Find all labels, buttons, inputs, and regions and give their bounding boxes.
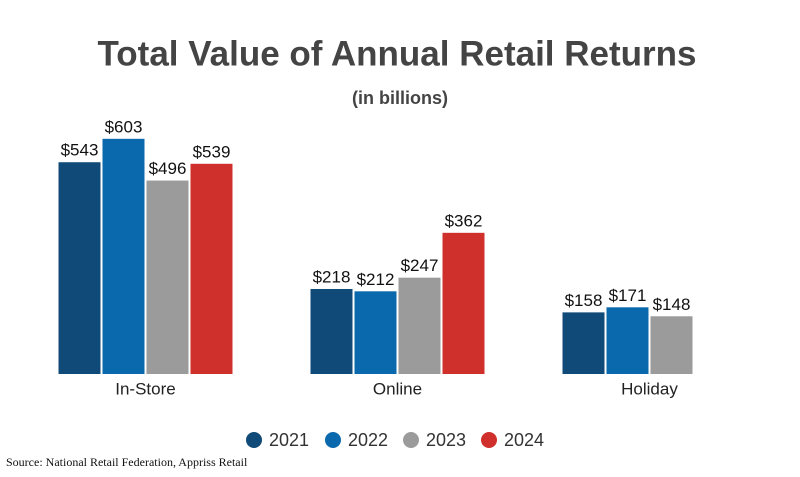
x-tick-label: Holiday <box>621 379 678 398</box>
data-label: $218 <box>313 267 351 286</box>
legend-label: 2023 <box>426 430 466 450</box>
data-label: $171 <box>609 286 647 305</box>
x-tick-label: In-Store <box>115 379 175 398</box>
bar <box>354 291 397 374</box>
legend-label: 2022 <box>348 430 388 450</box>
bar <box>310 288 353 374</box>
x-tick-label: Online <box>373 379 422 398</box>
data-label: $543 <box>61 141 99 160</box>
data-label: $362 <box>445 211 483 230</box>
data-label: $496 <box>149 159 187 178</box>
legend-label: 2024 <box>504 430 544 450</box>
data-label: $148 <box>653 295 691 314</box>
bar <box>442 232 485 374</box>
chart-title: Total Value of Annual Retail Returns <box>98 34 697 73</box>
data-label: $247 <box>401 256 439 275</box>
legend-swatch <box>246 432 262 448</box>
data-label: $212 <box>357 270 395 289</box>
legend-swatch <box>325 432 341 448</box>
legend-swatch <box>481 432 497 448</box>
legend-label: 2021 <box>269 430 309 450</box>
data-label: $539 <box>193 142 231 161</box>
data-label: $603 <box>105 117 143 136</box>
bar <box>102 138 145 374</box>
chart-subtitle: (in billions) <box>352 88 448 108</box>
bar <box>58 162 101 374</box>
bar <box>606 307 649 374</box>
bar <box>190 163 233 374</box>
legend-swatch <box>403 432 419 448</box>
data-label: $158 <box>565 291 603 310</box>
bar <box>650 316 693 374</box>
bar <box>398 277 441 374</box>
bar <box>146 180 189 374</box>
bar <box>562 312 605 374</box>
source-note: Source: National Retail Federation, Appr… <box>6 455 248 469</box>
